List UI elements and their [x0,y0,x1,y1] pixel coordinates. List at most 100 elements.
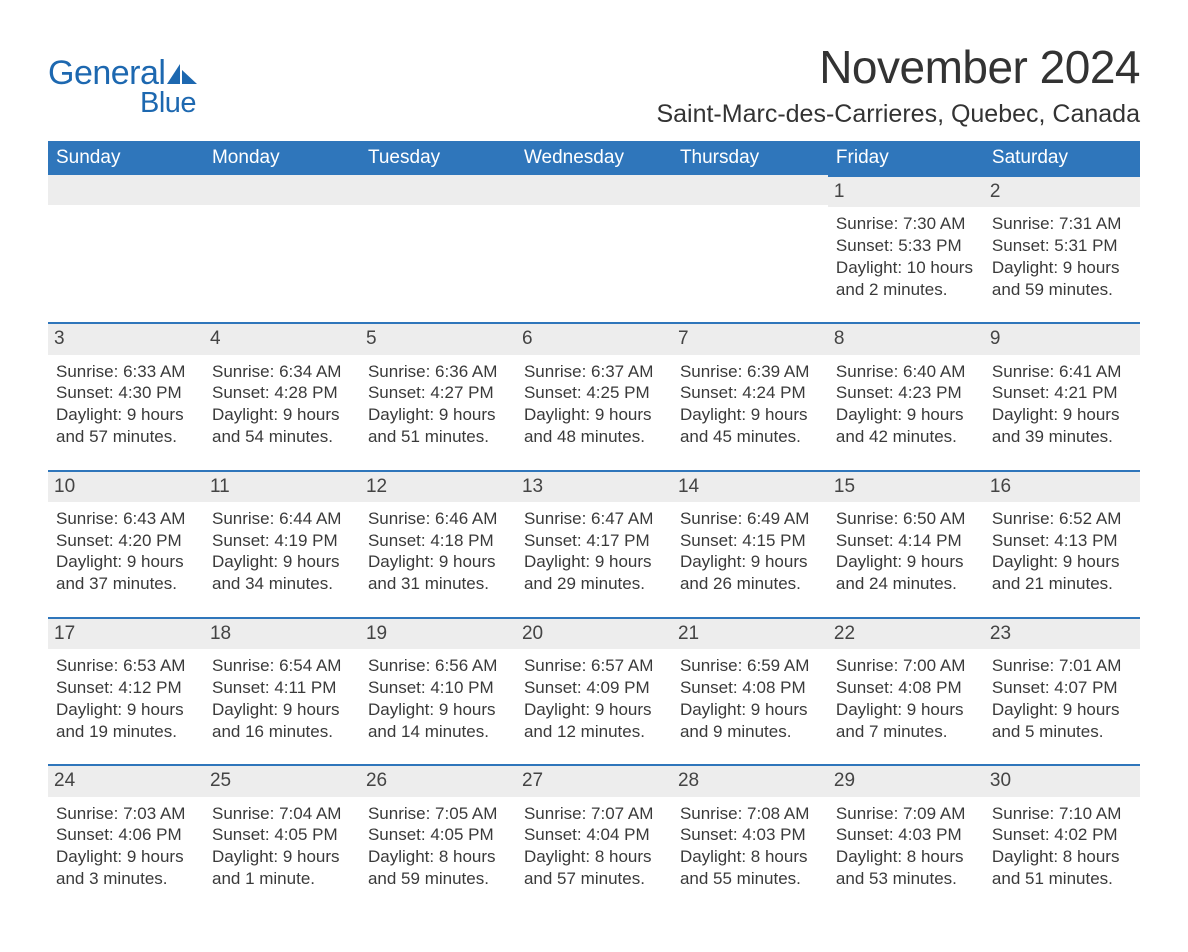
daylight1-text: Daylight: 9 hours [212,404,352,426]
sunrise-text: Sunrise: 6:37 AM [524,361,664,383]
calendar-day-cell: 21Sunrise: 6:59 AMSunset: 4:08 PMDayligh… [672,617,828,764]
weekday-header-row: SundayMondayTuesdayWednesdayThursdayFrid… [48,141,1140,175]
day-number: 7 [672,322,828,354]
calendar-day-cell: 8Sunrise: 6:40 AMSunset: 4:23 PMDaylight… [828,322,984,469]
calendar-week-row: 24 Sunrise: 7:03 AMSunset: 4:06 PM Dayligh… [48,764,1140,911]
sunset-text: Sunset: 4:05 PM [212,824,352,846]
calendar-day-cell [48,175,204,322]
calendar-day-cell: 6Sunrise: 6:37 AMSunset: 4:25 PMDaylight… [516,322,672,469]
sunset-text: Sunset: 4:15 PM [680,530,820,552]
calendar-day-cell: 10Sunrise: 6:43 AMSunset: 4:20 PMDayligh… [48,470,204,617]
day-number: 2 [984,175,1140,207]
sunset-text: Sunset: 4:30 PM [56,382,196,404]
day-number: 6 [516,322,672,354]
sunset-text: Sunset: 4:09 PM [524,677,664,699]
daylight2-text: and 51 minutes. [368,426,508,448]
calendar-table: SundayMondayTuesdayWednesdayThursdayFrid… [48,141,1140,912]
daylight2-text: and 37 minutes. [56,573,196,595]
daylight1-text: Daylight: 9 hours [992,699,1132,721]
calendar-day-cell: 5Sunrise: 6:36 AMSunset: 4:27 PMDaylight… [360,322,516,469]
daylight2-text: and 1 minute. [212,868,352,890]
page-title: November 2024 [656,40,1140,94]
sunrise-text: Sunrise: 7:31 AM [992,213,1132,235]
day-number-empty [360,175,516,205]
brand-logo: General Blue [48,54,197,120]
calendar-day-cell: 23Sunrise: 7:01 AMSunset: 4:07 PMDayligh… [984,617,1140,764]
day-number: 8 [828,322,984,354]
sunrise-text: Sunrise: 7:08 AM [680,803,820,825]
day-number: 4 [204,322,360,354]
sunrise-text: Sunrise: 6:54 AM [212,655,352,677]
sunset-text: Sunset: 4:28 PM [212,382,352,404]
day-number: 15 [828,470,984,502]
sunset-text: Sunset: 4:06 PM [56,824,196,846]
daylight2-text: and 24 minutes. [836,573,976,595]
weekday-header: Friday [828,141,984,175]
day-number: 19 [360,617,516,649]
location-subtitle: Saint-Marc-des-Carrieres, Quebec, Canada [656,100,1140,129]
daylight1-text: Daylight: 8 hours [680,846,820,868]
sunset-text: Sunset: 5:33 PM [836,235,976,257]
day-number: 26 [360,764,516,796]
calendar-day-cell: 13Sunrise: 6:47 AMSunset: 4:17 PMDayligh… [516,470,672,617]
daylight2-text: and 29 minutes. [524,573,664,595]
sunset-text: Sunset: 4:05 PM [368,824,508,846]
day-number: 24 [48,764,204,796]
day-number: 1 [828,175,984,207]
sunrise-text: Sunrise: 6:47 AM [524,508,664,530]
calendar-day-cell: 22Sunrise: 7:00 AMSunset: 4:08 PMDayligh… [828,617,984,764]
day-number: 10 [48,470,204,502]
weekday-header: Tuesday [360,141,516,175]
day-number: 5 [360,322,516,354]
sunrise-text: Sunrise: 7:05 AM [368,803,508,825]
day-number: 18 [204,617,360,649]
calendar-day-cell: 26 Sunrise: 7:05 AMSunset: 4:05 PMDayligh… [360,764,516,911]
daylight2-text: and 7 minutes. [836,721,976,743]
daylight2-text: and 31 minutes. [368,573,508,595]
sunset-text: Sunset: 4:27 PM [368,382,508,404]
daylight1-text: Daylight: 9 hours [524,699,664,721]
daylight2-text: and 3 minutes. [56,868,196,890]
daylight1-text: Daylight: 9 hours [212,846,352,868]
sunset-text: Sunset: 4:12 PM [56,677,196,699]
calendar-day-cell: 17Sunrise: 6:53 AMSunset: 4:12 PMDayligh… [48,617,204,764]
calendar-day-cell: 4Sunrise: 6:34 AMSunset: 4:28 PMDaylight… [204,322,360,469]
daylight2-text: and 26 minutes. [680,573,820,595]
day-number: 3 [48,322,204,354]
daylight1-text: Daylight: 9 hours [680,551,820,573]
day-number-empty [48,175,204,205]
sunrise-text: Sunrise: 7:03 AM [56,803,196,825]
weekday-header: Saturday [984,141,1140,175]
daylight2-text: and 9 minutes. [680,721,820,743]
daylight1-text: Daylight: 9 hours [680,699,820,721]
daylight1-text: Daylight: 8 hours [368,846,508,868]
daylight1-text: Daylight: 9 hours [56,404,196,426]
sunset-text: Sunset: 4:21 PM [992,382,1132,404]
calendar-day-cell: 30Sunrise: 7:10 AMSunset: 4:02 PMDayligh… [984,764,1140,911]
daylight1-text: Daylight: 9 hours [836,551,976,573]
sunrise-text: Sunrise: 7:07 AM [524,803,664,825]
weekday-header: Monday [204,141,360,175]
daylight1-text: Daylight: 9 hours [680,404,820,426]
calendar-day-cell: 1Sunrise: 7:30 AMSunset: 5:33 PMDaylight… [828,175,984,322]
calendar-day-cell: 9Sunrise: 6:41 AMSunset: 4:21 PMDaylight… [984,322,1140,469]
daylight1-text: Daylight: 9 hours [212,699,352,721]
sunrise-text: Sunrise: 6:52 AM [992,508,1132,530]
daylight2-text: and 2 minutes. [836,279,976,301]
sunrise-text: Sunrise: 6:44 AM [212,508,352,530]
daylight1-text: Daylight: 9 hours [56,551,196,573]
sunrise-text: Sunrise: 7:04 AM [212,803,352,825]
sunrise-text: Sunrise: 6:33 AM [56,361,196,383]
day-number-empty [516,175,672,205]
calendar-day-cell: 3 Sunrise: 6:33 AMSunset: 4:30 PMDaylight… [48,322,204,469]
sunrise-text: Sunrise: 6:46 AM [368,508,508,530]
daylight2-text: and 59 minutes. [992,279,1132,301]
daylight2-text: and 5 minutes. [992,721,1132,743]
day-number: 27 [516,764,672,796]
day-number: 23 [984,617,1140,649]
daylight1-text: Daylight: 8 hours [992,846,1132,868]
title-block: November 2024 Saint-Marc-des-Carrieres, … [656,30,1140,141]
sunrise-text: Sunrise: 6:56 AM [368,655,508,677]
day-number: 30 [984,764,1140,796]
calendar-week-row: 10Sunrise: 6:43 AMSunset: 4:20 PMDayligh… [48,470,1140,617]
